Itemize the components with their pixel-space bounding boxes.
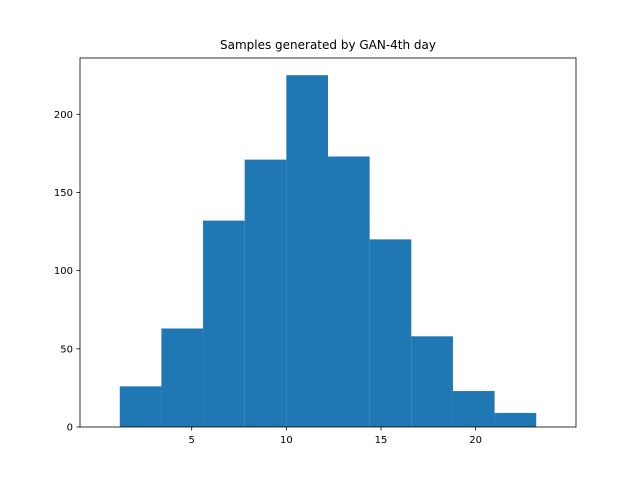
histogram-bar-4 <box>286 75 328 427</box>
y-tick-label: 50 <box>60 344 73 355</box>
histogram-bar-1 <box>161 328 204 427</box>
x-tick-label: 20 <box>469 435 482 446</box>
histogram-bar-0 <box>119 386 162 427</box>
histogram-bar-2 <box>203 220 245 427</box>
histogram-bar-9 <box>494 412 537 427</box>
y-tick-label: 200 <box>54 110 73 121</box>
histogram-bar-7 <box>411 336 453 427</box>
x-tick-label: 15 <box>375 435 388 446</box>
histogram-bar-3 <box>244 159 287 428</box>
x-tick-label: 5 <box>189 435 195 446</box>
y-tick-label: 0 <box>67 423 73 434</box>
x-tick-label: 10 <box>280 435 293 446</box>
histogram-bar-6 <box>369 239 412 427</box>
histogram-bar-8 <box>452 391 495 427</box>
y-tick-label: 150 <box>54 188 73 199</box>
y-tick-label: 100 <box>54 266 73 277</box>
plot-frame <box>79 57 577 428</box>
bars-group <box>119 75 537 428</box>
histogram-bar-5 <box>328 156 370 427</box>
chart-title: Samples generated by GAN-4th day <box>220 38 436 52</box>
